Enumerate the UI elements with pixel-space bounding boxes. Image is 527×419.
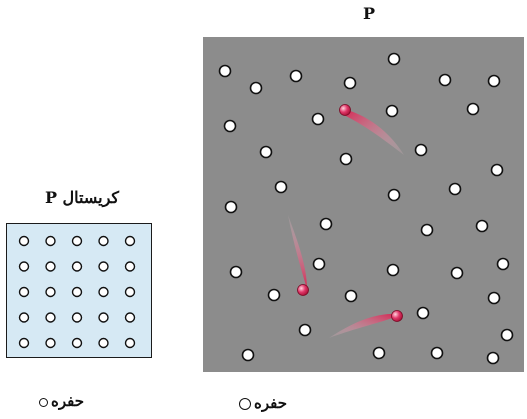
lattice-hole	[45, 337, 56, 349]
lattice-hole	[71, 286, 83, 298]
open-circle-icon	[239, 398, 251, 410]
hole	[475, 219, 489, 233]
lattice-hole	[98, 235, 109, 247]
hole	[450, 266, 464, 280]
crystal-title: کریستال P	[44, 188, 120, 207]
hole	[311, 112, 325, 126]
hole	[241, 348, 255, 362]
hole	[223, 119, 237, 133]
hole	[274, 180, 288, 194]
holes-layer	[218, 52, 514, 365]
lattice-hole	[18, 312, 30, 323]
hole	[430, 346, 444, 360]
lattice-hole	[45, 286, 56, 298]
moving-hole	[339, 104, 351, 116]
lattice-hole	[98, 286, 109, 298]
hole	[420, 223, 434, 237]
hole	[496, 257, 510, 271]
hole-trails	[288, 109, 404, 338]
hole	[500, 328, 514, 342]
lattice-hole	[98, 337, 109, 349]
lattice-hole	[71, 337, 83, 349]
hole	[490, 163, 504, 177]
lattice-hole	[18, 286, 30, 298]
hole	[343, 76, 357, 90]
hole	[289, 69, 303, 83]
hole-motion-svg	[218, 52, 514, 365]
legend-left: حفره	[36, 394, 84, 409]
hole	[487, 291, 501, 305]
hole	[312, 257, 326, 271]
hole	[385, 104, 399, 118]
lattice-hole	[124, 235, 136, 247]
hole	[224, 200, 238, 214]
lattice-hole	[71, 312, 83, 323]
hole-trail	[329, 313, 397, 338]
legend-right-label: حفره	[254, 394, 287, 412]
hole-motion-panel	[203, 37, 524, 372]
hole	[259, 145, 273, 159]
lattice-hole	[71, 235, 83, 247]
hole	[218, 64, 232, 78]
moving-hole	[391, 310, 403, 322]
hole	[414, 143, 428, 157]
lattice-hole	[45, 261, 56, 272]
hole	[387, 52, 401, 66]
hole	[249, 81, 263, 95]
hole	[339, 152, 353, 166]
lattice-hole	[18, 235, 30, 247]
hole	[372, 346, 386, 360]
lattice-hole	[18, 337, 30, 349]
hole	[267, 288, 281, 302]
hole	[416, 306, 430, 320]
lattice-hole	[98, 312, 109, 323]
lattice-hole	[45, 312, 56, 323]
hole	[448, 182, 462, 196]
hole	[319, 217, 333, 231]
lattice-hole	[98, 261, 109, 272]
hole	[438, 73, 452, 87]
hole	[486, 351, 500, 365]
lattice-hole	[124, 312, 136, 323]
lattice-hole	[124, 261, 136, 272]
moving-holes-layer	[297, 104, 403, 322]
legend-right: حفره	[236, 396, 287, 411]
lattice-hole	[45, 235, 56, 247]
hole-trail	[288, 215, 307, 289]
moving-hole	[297, 284, 309, 296]
crystal-lattice-svg	[18, 235, 136, 349]
hole-trail	[344, 109, 404, 155]
lattice-hole	[71, 261, 83, 272]
hole	[387, 188, 401, 202]
hole	[229, 265, 243, 279]
hole	[466, 102, 480, 116]
legend-left-label: حفره	[51, 392, 84, 410]
crystal-lattice-box	[6, 223, 152, 358]
lattice-hole	[124, 337, 136, 349]
open-circle-icon	[39, 397, 48, 407]
hole	[298, 323, 312, 337]
lattice-hole	[18, 261, 30, 272]
hole	[386, 263, 400, 277]
hole	[487, 74, 501, 88]
lattice-hole	[124, 286, 136, 298]
hole	[344, 289, 358, 303]
panel-title: P	[362, 4, 376, 23]
